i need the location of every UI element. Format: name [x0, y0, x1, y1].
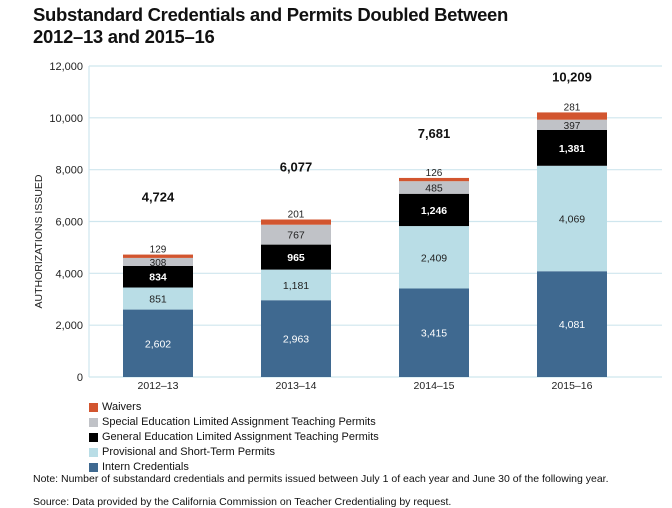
data-label: 965 [287, 252, 305, 264]
bar-segment [399, 226, 469, 289]
x-tick-label: 2012–13 [138, 380, 179, 392]
total-label: 6,077 [280, 160, 313, 175]
y-tick-label: 12,000 [49, 61, 83, 73]
data-label: 397 [564, 121, 581, 132]
legend-label: Waivers [102, 401, 142, 413]
bar-segment [399, 288, 469, 377]
data-label: 834 [149, 272, 167, 284]
y-tick-label: 8,000 [55, 165, 83, 177]
bar-segment [261, 269, 331, 301]
chart-title-line-2: 2012–13 and 2015–16 [33, 26, 215, 47]
data-label: 281 [564, 102, 581, 113]
legend-swatch [89, 448, 98, 457]
y-tick-label: 4,000 [55, 268, 83, 280]
legend: Waivers Special Education Limited Assignm… [89, 400, 379, 475]
data-label: 126 [426, 168, 443, 179]
x-tick-label: 2013–14 [276, 380, 317, 392]
bar-segment [537, 129, 607, 166]
bar-segment [261, 300, 331, 377]
total-label: 10,209 [552, 69, 592, 84]
bar-segment [537, 165, 607, 272]
legend-item: Provisional and Short-Term Permits [89, 445, 379, 460]
bar-segment [123, 265, 193, 288]
data-label: 851 [149, 294, 167, 306]
note: Note: Number of substandard credentials … [33, 473, 609, 485]
chart-title: Substandard Credentials and Permits Doub… [33, 4, 508, 48]
data-label: 1,246 [421, 205, 447, 217]
data-label: 129 [150, 245, 167, 256]
legend-item: General Education Limited Assignment Tea… [89, 430, 379, 445]
y-tick-label: 6,000 [55, 217, 83, 229]
legend-swatch [89, 403, 98, 412]
y-axis-label: AUTHORIZATIONS ISSUED [33, 174, 45, 308]
stacked-bar-chart: 0 2,000 4,000 6,000 8,000 10,000 12,000 AUTHORI… [33, 61, 662, 392]
bar-segment [261, 244, 331, 270]
legend-item: Waivers [89, 400, 379, 415]
y-tick-label: 2,000 [55, 320, 83, 332]
total-label: 7,681 [418, 126, 451, 141]
bar-segment [123, 254, 193, 258]
bar-segment [399, 193, 469, 227]
legend-item: Special Education Limited Assignment Tea… [89, 415, 379, 430]
y-tick-label: 0 [77, 372, 83, 384]
data-label: 1,181 [283, 280, 309, 292]
bar-segment [261, 219, 331, 225]
bar-segment [399, 181, 469, 194]
bar-segment [537, 271, 607, 377]
legend-label: General Education Limited Assignment Tea… [102, 431, 379, 443]
total-label: 4,724 [142, 190, 175, 205]
legend-swatch [89, 463, 98, 472]
bar-segment [123, 287, 193, 310]
bar-segment [399, 177, 469, 182]
x-tick-label: 2014–15 [414, 380, 455, 392]
data-label: 2,602 [145, 338, 171, 350]
data-label: 1,381 [559, 143, 585, 155]
legend-swatch [89, 418, 98, 427]
source: Source: Data provided by the California … [33, 496, 452, 508]
chart-title-line-1: Substandard Credentials and Permits Doub… [33, 4, 509, 25]
legend-label: Intern Credentials [102, 461, 189, 473]
data-label: 201 [288, 210, 305, 221]
bar-segment [537, 119, 607, 130]
y-tick-label: 10,000 [49, 113, 83, 125]
data-label: 308 [150, 258, 167, 269]
bar-segment [261, 224, 331, 245]
legend-item: Intern Credentials [89, 460, 379, 475]
data-label: 2,409 [421, 252, 447, 264]
data-label: 485 [425, 182, 443, 194]
legend-label: Special Education Limited Assignment Tea… [102, 416, 376, 428]
bar-segment [537, 112, 607, 120]
data-label: 3,415 [421, 328, 447, 340]
bar-segment [123, 309, 193, 377]
data-label: 2,963 [283, 334, 309, 346]
legend-swatch [89, 433, 98, 442]
x-tick-label: 2015–16 [552, 380, 593, 392]
bar-segment [123, 257, 193, 266]
data-label: 4,069 [559, 214, 585, 226]
data-label: 767 [287, 230, 305, 242]
legend-label: Provisional and Short-Term Permits [102, 446, 276, 458]
data-label: 4,081 [559, 319, 585, 331]
